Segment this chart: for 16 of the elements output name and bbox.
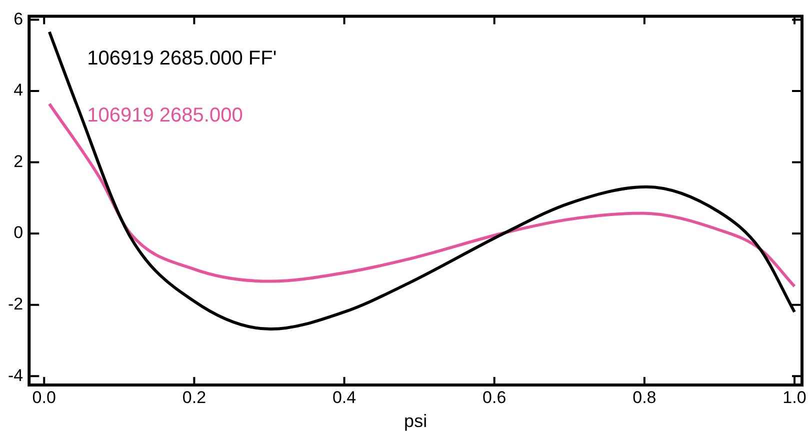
x-tick-label: 0.4 xyxy=(332,388,356,407)
y-tick-label: 0 xyxy=(14,223,24,242)
legend-label: 106919 2685.000 FF' xyxy=(87,48,277,70)
x-tick-label: 0.0 xyxy=(32,388,56,407)
x-tick-label: 0.8 xyxy=(632,388,656,407)
y-tick-label: -4 xyxy=(8,366,24,385)
x-axis-title: psi xyxy=(404,411,428,432)
y-tick-label: 2 xyxy=(14,152,24,171)
y-tick-label: 4 xyxy=(14,80,24,100)
x-tick-label: 1.0 xyxy=(782,388,806,407)
y-tick-label: 6 xyxy=(14,9,24,28)
x-tick-label: 0.6 xyxy=(482,388,506,407)
x-tick-label: 0.2 xyxy=(182,388,206,407)
y-tick-label: -2 xyxy=(8,294,24,314)
series-label: 106919 2685.000 xyxy=(87,104,243,127)
line-series xyxy=(48,102,796,288)
